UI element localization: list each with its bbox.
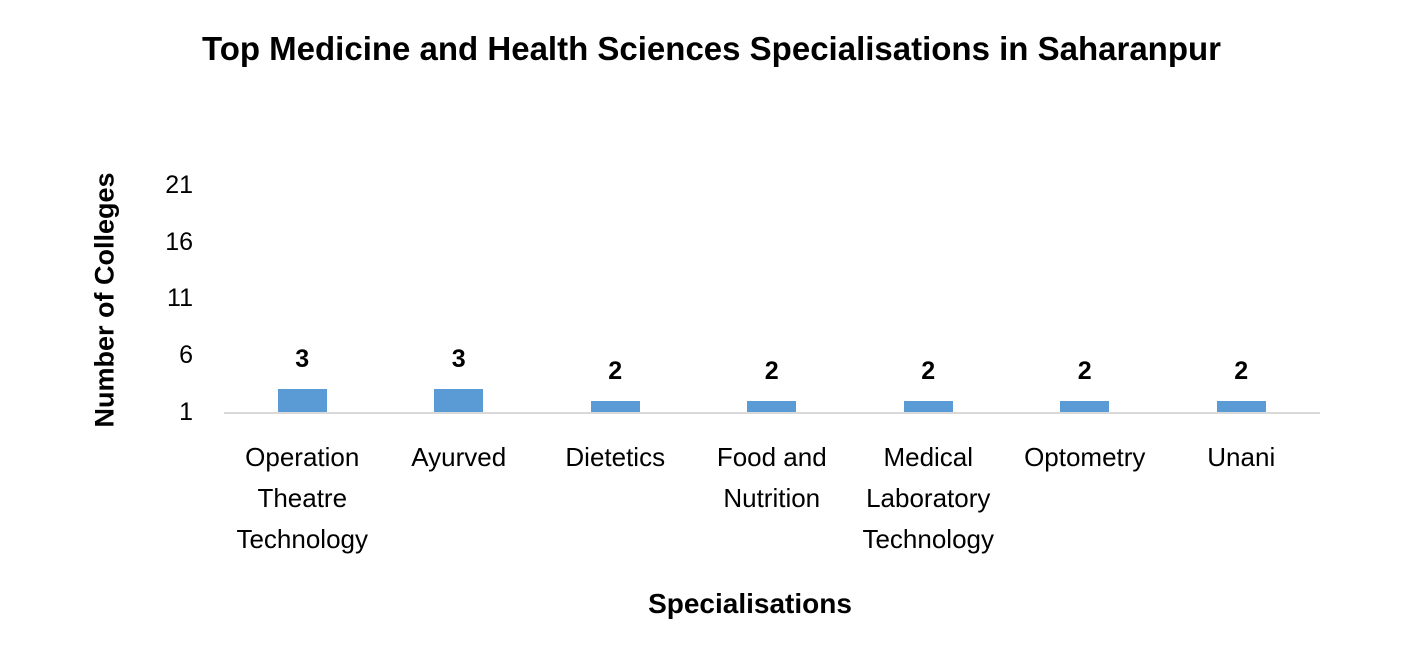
x-tick-label: Food and Nutrition: [716, 442, 827, 513]
x-tick-label: Unani: [1207, 442, 1276, 472]
data-label: 2: [1077, 356, 1092, 385]
bar: [1060, 400, 1110, 412]
y-tick: 6: [179, 341, 193, 369]
y-tick: 1: [179, 398, 193, 426]
bar: [903, 400, 953, 412]
y-axis-label: Number of Colleges: [89, 172, 120, 428]
bar: [1216, 400, 1266, 412]
y-tick: 11: [167, 284, 193, 312]
data-label: 2: [608, 356, 623, 385]
x-tick-label: Optometry: [1024, 442, 1146, 472]
bar: [590, 400, 640, 412]
chart-title: Top Medicine and Health Sciences Special…: [201, 30, 1221, 67]
data-label: 2: [921, 356, 936, 385]
x-tick-label: Ayurved: [411, 442, 507, 472]
bar: [434, 389, 484, 412]
y-tick: 21: [165, 171, 193, 199]
data-label: 2: [1234, 356, 1249, 385]
x-axis-label: Specialisations: [648, 588, 852, 619]
data-label: 3: [295, 345, 310, 374]
data-label: 2: [764, 356, 779, 385]
data-label: 3: [451, 345, 466, 374]
bar: [747, 400, 797, 412]
x-tick-label: Operation Theatre Technology: [236, 442, 369, 554]
x-axis-line: [224, 412, 1320, 414]
y-tick: 16: [165, 228, 193, 256]
bar: [277, 389, 327, 412]
x-tick-label: Medical Laboratory Technology: [862, 442, 995, 554]
x-tick-label: Dietetics: [565, 442, 666, 472]
